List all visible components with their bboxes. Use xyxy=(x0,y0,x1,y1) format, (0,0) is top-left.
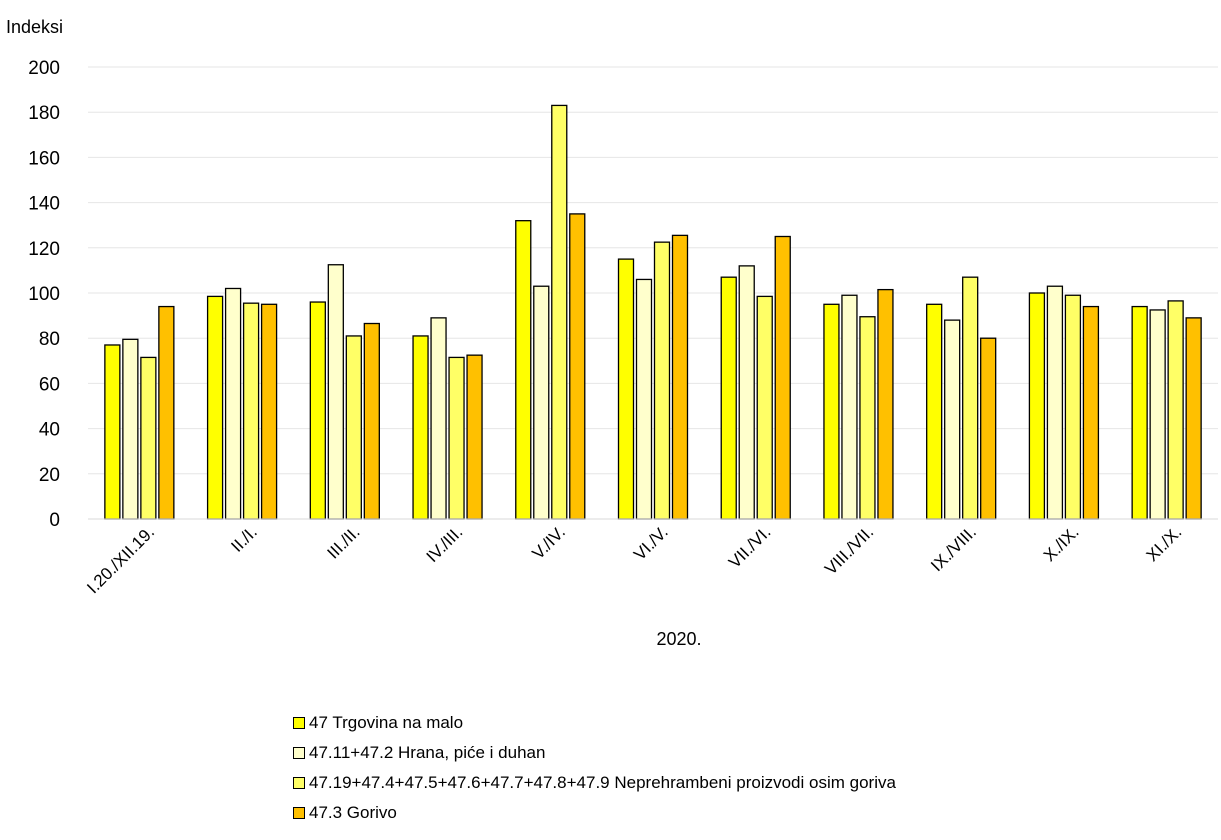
x-tick-label: XI./X. xyxy=(1143,522,1186,565)
x-tick-label: III./II. xyxy=(323,522,363,562)
bar xyxy=(653,241,671,520)
y-axis-title: Indeksi xyxy=(6,17,63,37)
bar xyxy=(877,288,894,520)
bar xyxy=(448,356,465,520)
bar xyxy=(345,335,362,520)
bar xyxy=(158,305,175,520)
legend-swatch xyxy=(293,777,305,789)
bar xyxy=(926,303,943,520)
legend-item: 47 Trgovina na malo xyxy=(293,708,896,738)
x-tick-label: IX./VIII. xyxy=(927,522,980,575)
bar xyxy=(327,264,344,520)
bar xyxy=(944,319,961,520)
bar xyxy=(466,354,483,520)
bar xyxy=(1028,292,1046,520)
y-tick-label: 0 xyxy=(49,510,60,531)
x-tick-label: II./I. xyxy=(227,522,260,555)
y-tick-label: 120 xyxy=(28,239,60,260)
legend-label: 47.19+47.4+47.5+47.6+47.7+47.8+47.9 Nepr… xyxy=(309,773,896,792)
y-tick-label: 80 xyxy=(39,329,60,350)
x-tick-label: VII./VI. xyxy=(725,522,775,572)
y-tick-label: 200 xyxy=(28,58,60,79)
bar xyxy=(533,285,550,520)
bar xyxy=(756,295,773,520)
x-tick-label: V./IV. xyxy=(528,522,569,563)
legend-item: 47.19+47.4+47.5+47.6+47.7+47.8+47.9 Nepr… xyxy=(293,768,896,798)
y-tick-label: 140 xyxy=(28,194,60,215)
x-tick-label: X./IX. xyxy=(1040,522,1083,565)
bar xyxy=(1082,305,1100,520)
y-tick-label: 20 xyxy=(39,465,60,486)
bar xyxy=(980,337,997,520)
y-tick-label: 180 xyxy=(28,103,60,124)
bar xyxy=(774,235,791,520)
x-tick-label: VIII./VII. xyxy=(821,522,877,578)
legend: 47 Trgovina na malo 47.11+47.2 Hrana, pi… xyxy=(293,708,896,828)
bars xyxy=(104,104,1202,520)
bar xyxy=(1131,305,1148,520)
legend-label: 47.3 Gorivo xyxy=(309,803,397,822)
y-tick-label: 60 xyxy=(39,374,60,395)
bar xyxy=(841,294,858,520)
y-tick-label: 160 xyxy=(28,148,60,169)
bar xyxy=(140,356,157,520)
bar xyxy=(206,295,224,520)
bar xyxy=(104,344,121,520)
legend-item: 47.11+47.2 Hrana, piće i duhan xyxy=(293,738,896,768)
bar xyxy=(309,301,326,520)
bar xyxy=(122,338,139,520)
bar xyxy=(430,317,447,520)
legend-swatch xyxy=(293,807,305,819)
bar xyxy=(551,104,568,520)
x-tick-label: IV./III. xyxy=(423,522,467,566)
bar xyxy=(1149,309,1166,520)
bar xyxy=(242,302,260,520)
y-tick-label: 40 xyxy=(39,420,60,441)
bar xyxy=(1167,300,1184,520)
bar xyxy=(671,234,689,520)
x-tick-label: VI./V. xyxy=(630,522,672,564)
bar xyxy=(720,276,737,520)
bar xyxy=(859,316,876,520)
bar xyxy=(260,303,278,520)
bar xyxy=(515,220,532,520)
bar xyxy=(224,287,242,520)
x-axis-title: 2020. xyxy=(656,629,701,649)
bar xyxy=(962,276,979,520)
legend-item: 47.3 Gorivo xyxy=(293,798,896,828)
bar xyxy=(738,265,755,520)
bar xyxy=(823,303,840,520)
bar xyxy=(1046,285,1064,520)
legend-label: 47.11+47.2 Hrana, piće i duhan xyxy=(309,743,546,762)
bar xyxy=(569,213,586,520)
bar xyxy=(1064,294,1082,520)
bar xyxy=(617,258,635,520)
x-tick-label: I.20./XII.19. xyxy=(83,522,158,597)
y-tick-labels: 0 20 40 60 80 100 120 140 160 180 200 xyxy=(28,58,60,531)
legend-label: 47 Trgovina na malo xyxy=(309,713,464,732)
legend-swatch xyxy=(293,717,305,729)
x-tick-labels: I.20./XII.19. II./I. III./II. IV./III. V./IV… xyxy=(83,522,1185,597)
bar xyxy=(635,278,653,520)
bar xyxy=(412,335,429,520)
y-tick-label: 100 xyxy=(28,284,60,305)
bar xyxy=(363,322,380,520)
bar xyxy=(1185,317,1202,520)
legend-swatch xyxy=(293,747,305,759)
